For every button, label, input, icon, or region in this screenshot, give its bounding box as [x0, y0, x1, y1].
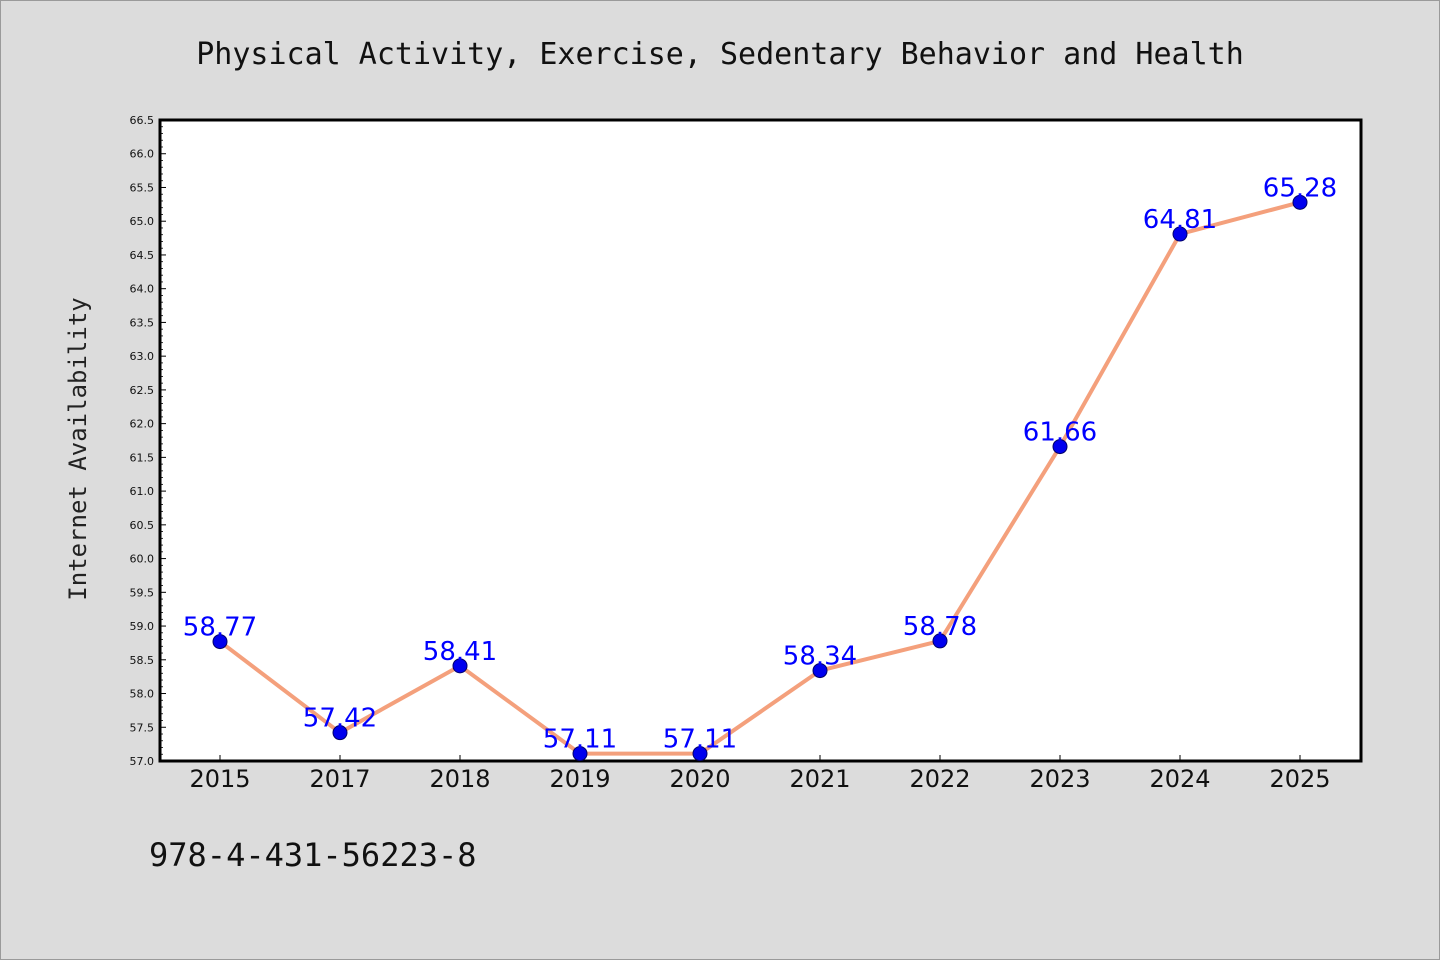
y-tick-label-7: 60.5	[130, 519, 155, 532]
data-point-7	[1052, 439, 1068, 455]
x-tick-label-4: 2020	[669, 765, 730, 793]
data-label-2: 58.41	[423, 637, 497, 667]
y-tick-label-14: 64.0	[130, 283, 155, 296]
y-tick-label-10: 62.0	[130, 418, 155, 431]
data-label-9: 65.28	[1263, 173, 1337, 203]
y-tick-label-0: 57.0	[130, 755, 155, 768]
data-point-6	[932, 633, 948, 649]
y-tick-label-6: 60.0	[130, 553, 155, 566]
data-label-5: 58.34	[783, 642, 857, 672]
data-point-4	[692, 746, 708, 762]
data-point-8	[1172, 226, 1188, 242]
y-tick-label-18: 66.0	[130, 148, 155, 161]
x-tick-label-9: 2025	[1269, 765, 1330, 793]
data-label-7: 61.66	[1023, 418, 1097, 448]
y-tick-label-13: 63.5	[130, 316, 155, 329]
y-tick-label-11: 62.5	[130, 384, 155, 397]
data-label-1: 57.42	[303, 704, 377, 734]
y-tick-label-19: 66.5	[130, 114, 155, 127]
data-point-5	[812, 663, 828, 679]
x-tick-label-2: 2018	[429, 765, 490, 793]
data-label-6: 58.78	[903, 612, 977, 642]
y-tick-label-12: 63.0	[130, 350, 155, 363]
y-tick-label-8: 61.0	[130, 485, 155, 498]
plot-area	[158, 118, 1363, 763]
x-tick-label-7: 2023	[1029, 765, 1090, 793]
series-line	[218, 200, 1301, 756]
x-tick-label-0: 2015	[189, 765, 250, 793]
isbn-caption: 978-4-431-56223-8	[149, 836, 477, 874]
y-tick-label-17: 65.5	[130, 181, 155, 194]
data-point-3	[572, 746, 588, 762]
chart-title: Physical Activity, Exercise, Sedentary B…	[196, 37, 1244, 72]
data-label-8: 64.81	[1143, 205, 1217, 235]
y-axis-label: Internet Availability	[64, 297, 92, 600]
x-tick-label-3: 2019	[549, 765, 610, 793]
x-tick-label-5: 2021	[789, 765, 850, 793]
x-tick-label-6: 2022	[909, 765, 970, 793]
y-tick-label-3: 58.5	[130, 654, 155, 667]
y-axis-ticks: 57.0 57.5 58.0 58.5 59.0 59.5 60.0 60.5 61.0 61.5…	[130, 114, 166, 768]
y-tick-label-16: 65.0	[130, 215, 155, 228]
data-label-4: 57.11	[663, 725, 737, 755]
x-tick-label-1: 2017	[309, 765, 370, 793]
data-point-1	[332, 725, 348, 741]
data-label-0: 58.77	[183, 613, 257, 643]
data-labels: 58.77 57.42 58.41 57.11 57.11 58.34 58.78 61.66…	[183, 173, 1337, 754]
x-tick-label-8: 2024	[1149, 765, 1210, 793]
y-tick-label-1: 57.5	[130, 721, 155, 734]
x-axis-ticks: 2015 2017 2018 2019 2020 2021 2022 2023 2024 2025	[189, 755, 1331, 793]
data-label-3: 57.11	[543, 725, 617, 755]
data-point-0	[212, 634, 228, 650]
data-point-2	[452, 658, 468, 674]
series-group	[212, 194, 1308, 762]
y-tick-label-5: 59.5	[130, 586, 155, 599]
y-tick-label-9: 61.5	[130, 451, 155, 464]
data-point-9	[1292, 194, 1308, 210]
y-tick-label-2: 58.0	[130, 688, 155, 701]
y-tick-label-15: 64.5	[130, 249, 155, 262]
y-tick-label-4: 59.0	[130, 620, 155, 633]
